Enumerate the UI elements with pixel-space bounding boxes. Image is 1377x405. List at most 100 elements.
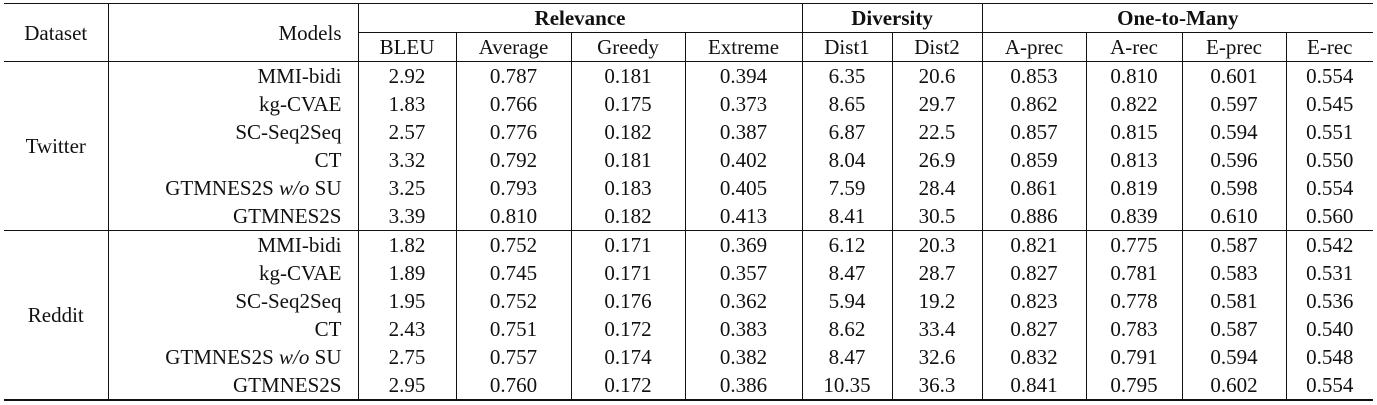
metric-cell-e-prec: 0.602 (1182, 371, 1287, 400)
metric-cell-dist1: 6.35 (802, 61, 893, 90)
metric-cell-a-rec: 0.783 (1086, 315, 1183, 343)
metric-cell-e-rec: 0.560 (1306, 204, 1354, 228)
metric-cell-bleu: 1.95 (358, 287, 457, 315)
metric-cell-a-prec: 0.853 (982, 61, 1087, 90)
model-base-name: SC-Seq2Seq (235, 120, 342, 144)
metric-cell-dist1: 8.41 (802, 202, 893, 231)
metric-cell-greedy: 0.172 (571, 371, 686, 400)
model-variant-qualifier: w/o (279, 176, 310, 200)
metric-cell-e-prec: 0.610 (1182, 202, 1287, 231)
metric-cell-bleu: 2.75 (358, 343, 457, 371)
metric-cell-e-rec: 0.554 (1286, 61, 1374, 90)
metric-cell-e-rec: 0.551 (1306, 120, 1354, 144)
metric-cell-e-rec: 0.540 (1306, 317, 1354, 341)
column-header-a-prec: A-prec (982, 32, 1087, 62)
metric-cell-e-prec: 0.597 (1182, 90, 1287, 118)
metric-cell-a-rec: 0.815 (1086, 118, 1183, 146)
column-header-greedy: Greedy (571, 32, 686, 62)
metric-cell-bleu: 1.89 (358, 259, 457, 287)
metric-cell-greedy: 0.174 (571, 343, 686, 371)
metric-cell-a-rec: 0.778 (1086, 287, 1183, 315)
metric-cell-dist1: 8.47 (802, 343, 893, 371)
metric-cell-a-prec: 0.862 (982, 90, 1087, 118)
model-base-name: CT (314, 317, 342, 341)
table-row: kg-CVAE 1.89 0.745 0.171 0.357 8.47 28.7 0.827 0… (4, 259, 1373, 287)
model-base-name: GTMNES2S (165, 345, 274, 369)
metric-cell-bleu: 3.32 (358, 146, 457, 174)
one-to-many-group-header: One-to-Many (982, 3, 1374, 33)
metric-cell-a-prec: 0.886 (982, 202, 1087, 231)
metric-cell-e-rec: 0.554 (1306, 176, 1354, 200)
metric-cell-a-rec: 0.839 (1086, 202, 1183, 231)
column-header-dist1: Dist1 (802, 32, 893, 62)
metric-cell-a-prec: 0.821 (982, 230, 1087, 259)
model-base-name: GTMNES2S (165, 176, 274, 200)
table-row: GTMNES2S 2.95 0.760 0.172 0.386 10.35 36.3 0.84… (4, 371, 1374, 400)
metric-cell-a-prec: 0.832 (982, 343, 1087, 371)
model-name: MMI-bidi (108, 61, 359, 90)
table-row: CT 3.32 0.792 0.181 0.402 8.04 26.9 0.859 0.813 0… (4, 146, 1373, 174)
model-base-name: GTMNES2S (232, 373, 342, 397)
model-name: GTMNES2S (108, 202, 359, 231)
metric-cell-average: 0.810 (456, 202, 572, 231)
model-variant-suffix: SU (314, 176, 342, 200)
metric-cell-e-rec: 0.550 (1306, 148, 1354, 172)
model-base-name: kg-CVAE (259, 92, 342, 116)
metric-cell-extreme: 0.369 (685, 230, 803, 259)
metric-cell-a-prec: 0.857 (982, 118, 1087, 146)
metric-cell-a-rec: 0.775 (1086, 230, 1183, 259)
metric-cell-dist1: 6.87 (802, 118, 893, 146)
dataset-name: Reddit (4, 230, 109, 401)
model-name: SC-Seq2Seq (108, 287, 359, 315)
metric-cell-extreme: 0.413 (685, 202, 803, 231)
metric-cell-greedy: 0.175 (571, 90, 686, 118)
model-base-name: CT (314, 148, 342, 172)
metric-cell-dist2: 36.3 (892, 371, 983, 400)
metric-cell-greedy: 0.183 (571, 174, 686, 202)
metric-cell-a-rec: 0.822 (1086, 90, 1183, 118)
metric-cell-extreme: 0.387 (685, 118, 803, 146)
metric-cell-dist1: 8.47 (802, 259, 893, 287)
column-header-e-prec: E-prec (1182, 32, 1287, 62)
metric-cell-bleu: 2.92 (358, 61, 457, 90)
metric-cell-extreme: 0.362 (685, 287, 803, 315)
models-header: Models (108, 3, 359, 62)
metric-cell-a-prec: 0.827 (982, 315, 1087, 343)
diversity-group-header: Diversity (802, 3, 983, 33)
column-header-bleu: BLEU (358, 32, 457, 62)
dataset-name: Twitter (4, 61, 109, 231)
metric-cell-bleu: 2.95 (358, 371, 457, 400)
metric-cell-a-prec: 0.823 (982, 287, 1087, 315)
metric-cell-average: 0.792 (456, 146, 572, 174)
column-header-dist2: Dist2 (892, 32, 983, 62)
metric-cell-e-prec: 0.583 (1182, 259, 1287, 287)
metric-cell-dist2: 22.5 (892, 118, 983, 146)
model-name: SC-Seq2Seq (108, 118, 359, 146)
metric-cell-greedy: 0.172 (571, 315, 686, 343)
metric-cell-average: 0.745 (456, 259, 572, 287)
metric-cell-e-prec: 0.594 (1182, 118, 1287, 146)
metric-cell-average: 0.776 (456, 118, 572, 146)
metric-cell-a-prec: 0.861 (982, 174, 1087, 202)
metric-cell-extreme: 0.373 (685, 90, 803, 118)
metric-cell-extreme: 0.394 (685, 61, 803, 90)
model-name: MMI-bidi (108, 230, 359, 259)
dataset-header: Dataset (4, 3, 109, 62)
metric-cell-average: 0.752 (456, 230, 572, 259)
model-base-name: kg-CVAE (259, 261, 342, 285)
metric-cell-dist2: 20.3 (892, 230, 983, 259)
metric-cell-dist2: 33.4 (892, 315, 983, 343)
metric-cell-bleu: 2.43 (358, 315, 457, 343)
metric-cell-a-prec: 0.841 (982, 371, 1087, 400)
metric-cell-dist2: 20.6 (892, 61, 983, 90)
metric-cell-greedy: 0.181 (571, 61, 686, 90)
metric-cell-e-prec: 0.587 (1182, 230, 1287, 259)
metric-cell-e-prec: 0.598 (1182, 174, 1287, 202)
metric-cell-e-rec: 0.542 (1286, 230, 1374, 259)
model-name: CT (108, 315, 359, 343)
model-name: kg-CVAE (108, 259, 359, 287)
metric-cell-average: 0.751 (456, 315, 572, 343)
model-name: kg-CVAE (108, 90, 359, 118)
metric-cell-average: 0.787 (456, 61, 572, 90)
